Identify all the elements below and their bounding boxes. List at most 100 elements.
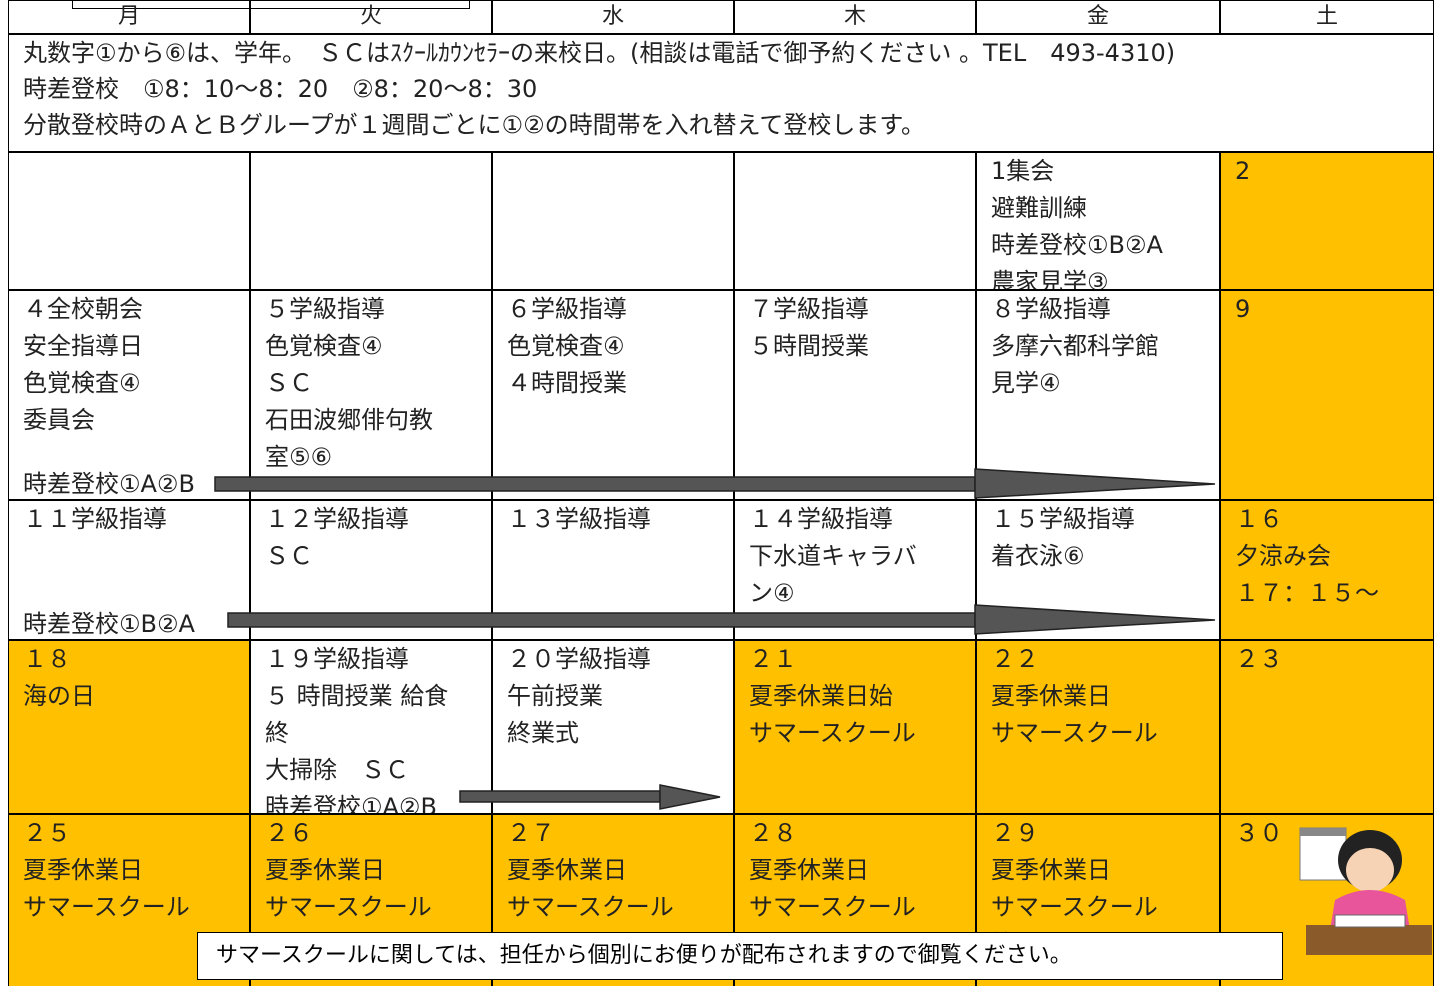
cell-line: 見学④ <box>991 369 1061 397</box>
cell-line: 1集会 <box>991 157 1055 185</box>
day-cell <box>250 152 492 290</box>
cell-line: １７：１５～ <box>1235 579 1379 607</box>
cell-line: １８ <box>23 645 71 673</box>
day-cell: ２２ 夏季休業日サマースクール <box>976 640 1220 814</box>
cell-line: 夏季休業日 <box>265 856 385 884</box>
cell-bottom-line: 時差登校①B②A <box>23 610 195 638</box>
cell-line: 午前授業 <box>507 682 603 710</box>
cell-line: サマースクール <box>507 893 674 921</box>
illustration <box>1299 827 1432 955</box>
cell-line: 終業式 <box>507 719 579 747</box>
day-header: 水 <box>492 0 734 34</box>
day-cell: １９学級指導 ５ 時間授業 給食終大掃除 ＳＣ 時差登校①A②B <box>250 640 492 814</box>
day-cell: １３学級指導 <box>492 500 734 640</box>
day-cell: ６学級指導色覚検査④ ４時間授業 <box>492 290 734 500</box>
cell-line: 石田波郷俳句教 <box>265 406 433 434</box>
cell-line: サマースクール <box>749 719 916 747</box>
cell-line: １４学級指導 <box>749 505 893 533</box>
cell-line: ２９ <box>991 819 1039 847</box>
cell-line: 色覚検査④ <box>507 332 625 360</box>
day-cell: １２学級指導 ＳＣ <box>250 500 492 640</box>
cell-line: 9 <box>1235 295 1251 323</box>
cell-line: ５時間授業 <box>749 332 869 360</box>
day-cell: ８学級指導 多摩六都科学館 見学④ <box>976 290 1220 500</box>
cell-line: ８学級指導 <box>991 295 1111 323</box>
day-header: 月 <box>8 0 250 34</box>
day-cell: 1集会 避難訓練 時差登校①B②A 農家見学③ <box>976 152 1220 290</box>
cell-line: ２８ <box>749 819 797 847</box>
arrow-shaft <box>227 612 976 628</box>
cell-line: 避難訓練 <box>991 194 1087 222</box>
cell-line: 着衣泳⑥ <box>991 542 1085 570</box>
cell-line: ＳＣ <box>265 369 313 397</box>
cell-line: 夕涼み会 <box>1235 542 1331 570</box>
day-cell: １１学級指導 時差登校①B②A <box>8 500 250 640</box>
cell-line: 夏季休業日始 <box>749 682 893 710</box>
cell-line: 下水道キャラバ <box>749 542 917 570</box>
cell-line: 安全指導日 <box>23 332 143 360</box>
day-cell <box>492 152 734 290</box>
day-cell: ４全校朝会 安全指導日 色覚検査④ 委員会 時差登校①A②B <box>8 290 250 500</box>
cell-line: ン④ <box>749 579 795 607</box>
arrow-head <box>974 468 1216 499</box>
cell-line: 夏季休業日 <box>991 682 1111 710</box>
day-cell: ７学級指導 ５時間授業 <box>734 290 976 500</box>
day-cell: ５学級指導色覚検査④ ＳＣ 石田波郷俳句教 室⑤⑥ <box>250 290 492 500</box>
cell-line: 大掃除 ＳＣ <box>265 756 409 784</box>
day-cell: １４学級指導 下水道キャラバ ン④ <box>734 500 976 640</box>
day-cell: １８ 海の日 <box>8 640 250 814</box>
cell-line: ２６ <box>265 819 313 847</box>
note-line: 丸数字①から⑥は、学年。 ＳＣはｽｸｰﾙｶｳﾝｾﾗｰの来校日。(相談は電話で御予… <box>23 39 1176 67</box>
cell-line: 夏季休業日 <box>23 856 143 884</box>
cell-line: 2 <box>1235 157 1251 185</box>
cell-line: サマースクール <box>265 893 432 921</box>
cell-line: ２２ <box>991 645 1039 673</box>
note-line: 時差登校 ①8：10～8：20 ②8：20～8：30 <box>23 75 538 103</box>
cell-line: １６ <box>1235 505 1283 533</box>
day-header: 土 <box>1220 0 1434 34</box>
cell-line: 海の日 <box>23 682 95 710</box>
day-cell: １５学級指導 着衣泳⑥ <box>976 500 1220 640</box>
cell-line: １３学級指導 <box>507 505 651 533</box>
day-cell: １６ 夕涼み会 １７：１５～ <box>1220 500 1434 640</box>
cell-line: 農家見学③ <box>991 268 1109 290</box>
cell-line: サマースクール <box>749 893 916 921</box>
cell-line: ２７ <box>507 819 555 847</box>
cell-line: ４時間授業 <box>507 369 627 397</box>
day-cell: ２１ 夏季休業日始 サマースクール <box>734 640 976 814</box>
cell-line: ６学級指導 <box>507 295 627 323</box>
cell-line: １１学級指導 <box>23 505 167 533</box>
cell-line: 委員会 <box>23 406 95 434</box>
cell-line: 色覚検査④ <box>265 332 383 360</box>
day-cell: ２０学級指導 午前授業終業式 <box>492 640 734 814</box>
top-box <box>72 0 470 9</box>
cell-line: サマースクール <box>991 893 1158 921</box>
day-cell <box>734 152 976 290</box>
cell-line: ２３ <box>1235 645 1283 673</box>
cell-line: ４全校朝会 <box>23 295 143 323</box>
cell-bottom-line: 時差登校①A②B <box>23 470 195 498</box>
cell-line: ２０学級指導 <box>507 645 651 673</box>
day-header: 木 <box>734 0 976 34</box>
cell-line: ２１ <box>749 645 797 673</box>
cell-line: サマースクール <box>23 893 190 921</box>
cell-line: 夏季休業日 <box>991 856 1111 884</box>
cell-line: 夏季休業日 <box>507 856 627 884</box>
arrow-head <box>974 604 1216 635</box>
day-cell: ２３ <box>1220 640 1434 814</box>
cell-line: １２学級指導 <box>265 505 409 533</box>
arrow-head <box>659 784 721 810</box>
day-cell <box>8 152 250 290</box>
cell-line: １５学級指導 <box>991 505 1135 533</box>
day-cell: 9 <box>1220 290 1434 500</box>
cell-line: ５ 時間授業 給食 <box>265 682 449 710</box>
cell-line: ３０ <box>1235 819 1283 847</box>
cell-line: 室⑤⑥ <box>265 443 333 471</box>
cell-line: サマースクール <box>991 719 1158 747</box>
cell-line: ７学級指導 <box>749 295 869 323</box>
note-line: 分散登校時のＡとＢグループが１週間ごとに①②の時間帯を入れ替えて登校します。 <box>23 111 925 139</box>
cell-line: 夏季休業日 <box>749 856 869 884</box>
cell-line: １９学級指導 <box>265 645 409 673</box>
cell-line: ５学級指導 <box>265 295 385 323</box>
